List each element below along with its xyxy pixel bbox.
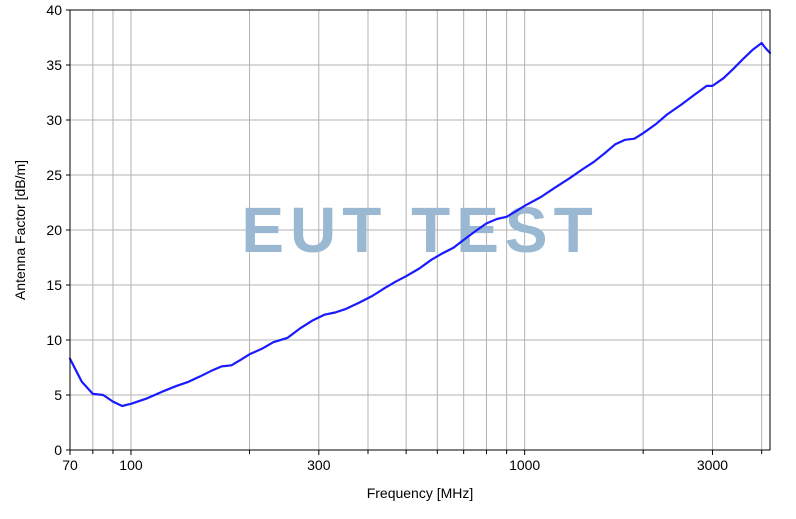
x-tick-label: 1000 [509, 457, 540, 473]
y-tick-label: 10 [46, 332, 62, 348]
x-tick-label: 3000 [697, 457, 728, 473]
x-tick-label: 70 [62, 457, 78, 473]
x-tick-label: 100 [119, 457, 143, 473]
watermark-text: EUT TEST [241, 194, 598, 266]
y-tick-label: 20 [46, 222, 62, 238]
chart-svg: EUT TEST 0 5 10 15 20 25 30 35 40 70 100 300 1000 3000… [0, 0, 796, 519]
y-tick-label: 5 [54, 387, 62, 403]
y-tick-label: 0 [54, 442, 62, 458]
y-tick-label: 35 [46, 57, 62, 73]
x-axis-label: Frequency [MHz] [367, 485, 474, 501]
antenna-factor-chart: EUT TEST 0 5 10 15 20 25 30 35 40 70 100 300 1000 3000… [0, 0, 796, 519]
y-tick-label: 25 [46, 167, 62, 183]
x-tick-label: 300 [307, 457, 331, 473]
y-tick-label: 30 [46, 112, 62, 128]
y-tick-label: 15 [46, 277, 62, 293]
y-axis-label: Antenna Factor [dB/m] [12, 160, 28, 300]
y-tick-label: 40 [46, 2, 62, 18]
